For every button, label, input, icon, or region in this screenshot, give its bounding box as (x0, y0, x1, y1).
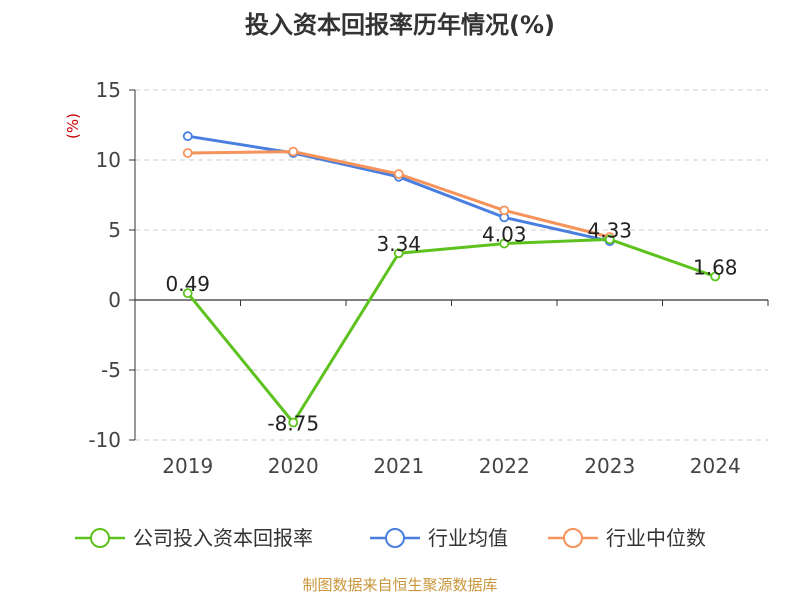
data-label-layer: 0.49 -8.75 3.34 4.03 4.33 1.68 (165, 218, 737, 435)
data-label: -8.75 (267, 412, 319, 436)
data-point (499, 205, 510, 216)
x-tick-label: 2021 (373, 454, 424, 478)
data-point (393, 169, 404, 179)
legend: 公司投入资本回报率 行业均值 行业中位数 (75, 526, 706, 550)
x-tick-label: 2022 (479, 454, 530, 478)
x-tick-label: 2020 (268, 454, 319, 478)
legend-label: 公司投入资本回报率 (133, 526, 313, 550)
legend-marker (385, 528, 405, 548)
data-label: 4.03 (482, 223, 527, 247)
x-tick-label: 2019 (162, 454, 213, 478)
data-point (288, 146, 299, 157)
data-point (499, 238, 510, 249)
data-label: 1.68 (693, 255, 738, 279)
data-point (288, 417, 299, 428)
y-tick-label: -5 (101, 358, 121, 382)
x-tick-label: 2024 (690, 454, 741, 478)
chart-title: 投入资本回报率历年情况(%) (245, 11, 555, 39)
series-layer (182, 131, 721, 428)
legend-label: 行业均值 (428, 526, 508, 550)
data-point (182, 131, 193, 142)
y-tick-label: 0 (108, 288, 121, 312)
y-tick-label: 15 (96, 78, 121, 102)
grid-layer (135, 89, 768, 441)
data-point (182, 288, 193, 299)
series-line (187, 150, 611, 239)
data-label: 3.34 (376, 232, 421, 256)
axes-layer: 15 10 5 0 -5 -10 2019 2020 2021 2022 2023 2024 (88, 78, 769, 478)
x-tick-label: 2023 (584, 454, 635, 478)
y-tick-label: 10 (96, 148, 121, 172)
data-point (710, 271, 721, 282)
source-note: 制图数据来自恒生聚源数据库 (302, 576, 497, 594)
y-axis-label: (%) (64, 113, 82, 139)
legend-marker (90, 528, 110, 548)
data-label: 0.49 (165, 272, 210, 296)
data-point (182, 148, 193, 158)
data-point (604, 234, 615, 245)
data-point (393, 248, 404, 259)
legend-marker (563, 528, 583, 548)
series-line (186, 237, 716, 424)
legend-label: 行业中位数 (606, 526, 706, 550)
y-tick-label: -10 (88, 428, 121, 452)
data-label: 4.33 (587, 218, 632, 242)
y-tick-label: 5 (108, 218, 121, 242)
